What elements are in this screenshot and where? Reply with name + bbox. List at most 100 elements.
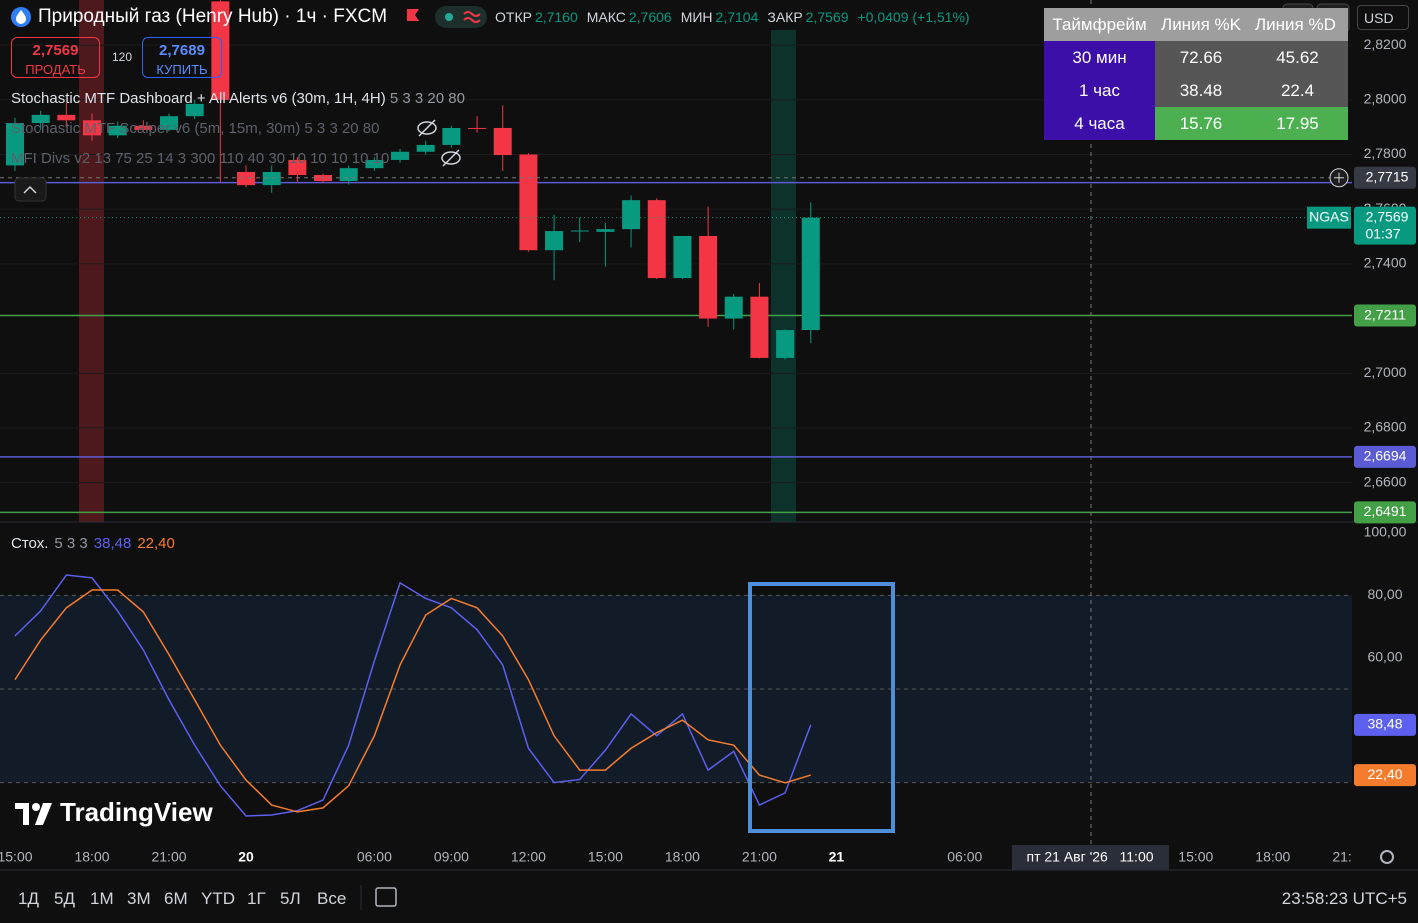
stoch-k-value: 38,48 [93,535,132,552]
stoch-legend: Стох. 5 3 3 38,48 22,40 [11,536,175,551]
status-pill[interactable] [435,6,487,28]
buy-price: 2,7689 [159,42,205,59]
y-tick-label: 2,6800 [1364,419,1407,435]
x-tick-label: 09:00 [434,849,469,865]
hide-icon[interactable] [417,119,461,167]
currency-button[interactable]: USD [1357,5,1409,30]
candle-body [596,229,615,232]
ohlc-label: ЗАКР [767,9,803,25]
cell: 45.62 [1247,41,1348,74]
candle-body [185,103,204,117]
candle-body [776,330,795,358]
chevron [23,185,37,194]
crosshair-label-bg [1354,166,1416,189]
x-tick-label: 21 [829,849,845,865]
candle-body [31,114,50,124]
range-button[interactable]: 3М [127,889,151,908]
candle-body [724,296,743,319]
ohlc-row: ОТКР 2,7160 МАКС 2,7606 МИН 2,7104 ЗАКР 2,75… [495,10,970,24]
candle-body [57,114,76,121]
candle-body [468,127,487,129]
stoch-params: 5 3 3 [54,535,88,552]
indicator-legend: MFI Divs v2 13 75 25 14 3 300 110 40 30 … [11,151,389,166]
price-line-label-bg [1354,304,1416,327]
watermark: TradingView [60,797,213,827]
stoch-line [14,589,811,813]
y-tick-label: 2,8000 [1364,91,1407,107]
indicator-name: MFI Divs v2 [11,150,91,167]
spread: 120 [112,50,133,64]
cell: 72.66 [1155,41,1247,74]
ohlc-value: 2,7606 [628,9,672,25]
sell-price: 2,7569 [32,42,79,59]
annotation-rect [748,582,895,833]
x-tick-label: 18:00 [1255,849,1290,865]
value-label-bg [1354,764,1416,787]
range-button[interactable]: 5Д [54,889,75,908]
collapse-button[interactable] [14,177,47,202]
dashboard-row: 4 часа 15.76 17.95 [1044,107,1348,140]
crosshair-label: 2,7715 [1366,168,1409,184]
stoch-title: Стох. [11,535,49,552]
flame [16,10,26,24]
buy-label: КУПИТЬ [156,62,208,77]
settings-icon[interactable] [1380,850,1394,864]
range-button[interactable]: YTD [201,889,235,908]
ohlc-value: 2,7104 [715,9,759,25]
candle-body [211,1,230,100]
price-line-label: 2,6491 [1364,503,1407,519]
clock: 23:58:23 UTC+5 [1281,889,1407,908]
y-tick-label: 2,6600 [1364,473,1407,489]
crosshair-time-bg [1012,845,1169,870]
candle-body [493,127,512,156]
ohlc-value: 2,7569 [805,9,849,25]
last-price-label: 2,7569 [1366,208,1409,224]
candle-body [6,123,24,166]
dashboard-row: 1 час 38.48 22.4 [1044,74,1348,107]
stoch-d-value: 22,40 [137,535,175,552]
candle-body [545,231,564,251]
sell-button[interactable]: 2,7569 ПРОДАТЬ [11,37,100,78]
candle-body [108,125,127,136]
candle-body [160,116,179,130]
candle-body [442,127,461,145]
alert-highlight [771,30,796,522]
symbol-title: Природный газ (Henry Hub) · 1ч · FXCM [38,6,388,27]
flag-icon [407,9,419,21]
candle-body [288,159,307,176]
x-tick-label: 21:00 [151,849,186,865]
symbol-tag: NGAS [1309,208,1349,224]
range-button[interactable]: 6М [164,889,188,908]
price-scale: 2,66002,68002,70002,74002,76002,78002,80… [1307,36,1416,787]
price-line-label-bg [1354,445,1416,468]
range-button[interactable]: 1Г [247,889,266,908]
range-button[interactable]: 5Л [280,889,301,908]
cell: 38.48 [1155,74,1247,107]
last-price-label-bg [1354,206,1416,245]
range-button[interactable]: Все [317,889,347,908]
range-button[interactable]: 1М [90,889,114,908]
indicator-params: 5 3 3 20 80 [304,120,380,137]
calendar-icon[interactable] [375,887,397,907]
x-tick-label: 18:00 [665,849,700,865]
range-button[interactable]: 1Д [18,889,39,908]
change: +0,0409 (+1,51%) [857,9,970,25]
y-tick-label: 100,00 [1364,524,1407,540]
status-wave [463,11,481,23]
candle-body [750,296,769,358]
x-tick-label: 15:00 [1178,849,1213,865]
x-tick-label: 18:00 [74,849,109,865]
ohlc-label: МАКС [586,9,626,25]
candle-body [801,217,820,331]
x-tick-label: 21:00 [1332,849,1367,865]
y-tick-label: 80,00 [1367,586,1402,602]
header-cell: Таймфрейм [1044,8,1155,41]
x-tick-label: 15:00 [588,849,623,865]
y-tick-label: 60,00 [1367,648,1402,664]
candle-body [647,200,666,279]
buy-button[interactable]: 2,7689 КУПИТЬ [142,37,222,78]
ohlc-label: ОТКР [495,9,532,25]
candle-body [519,154,538,251]
header-cell: Линия %D [1247,8,1348,41]
